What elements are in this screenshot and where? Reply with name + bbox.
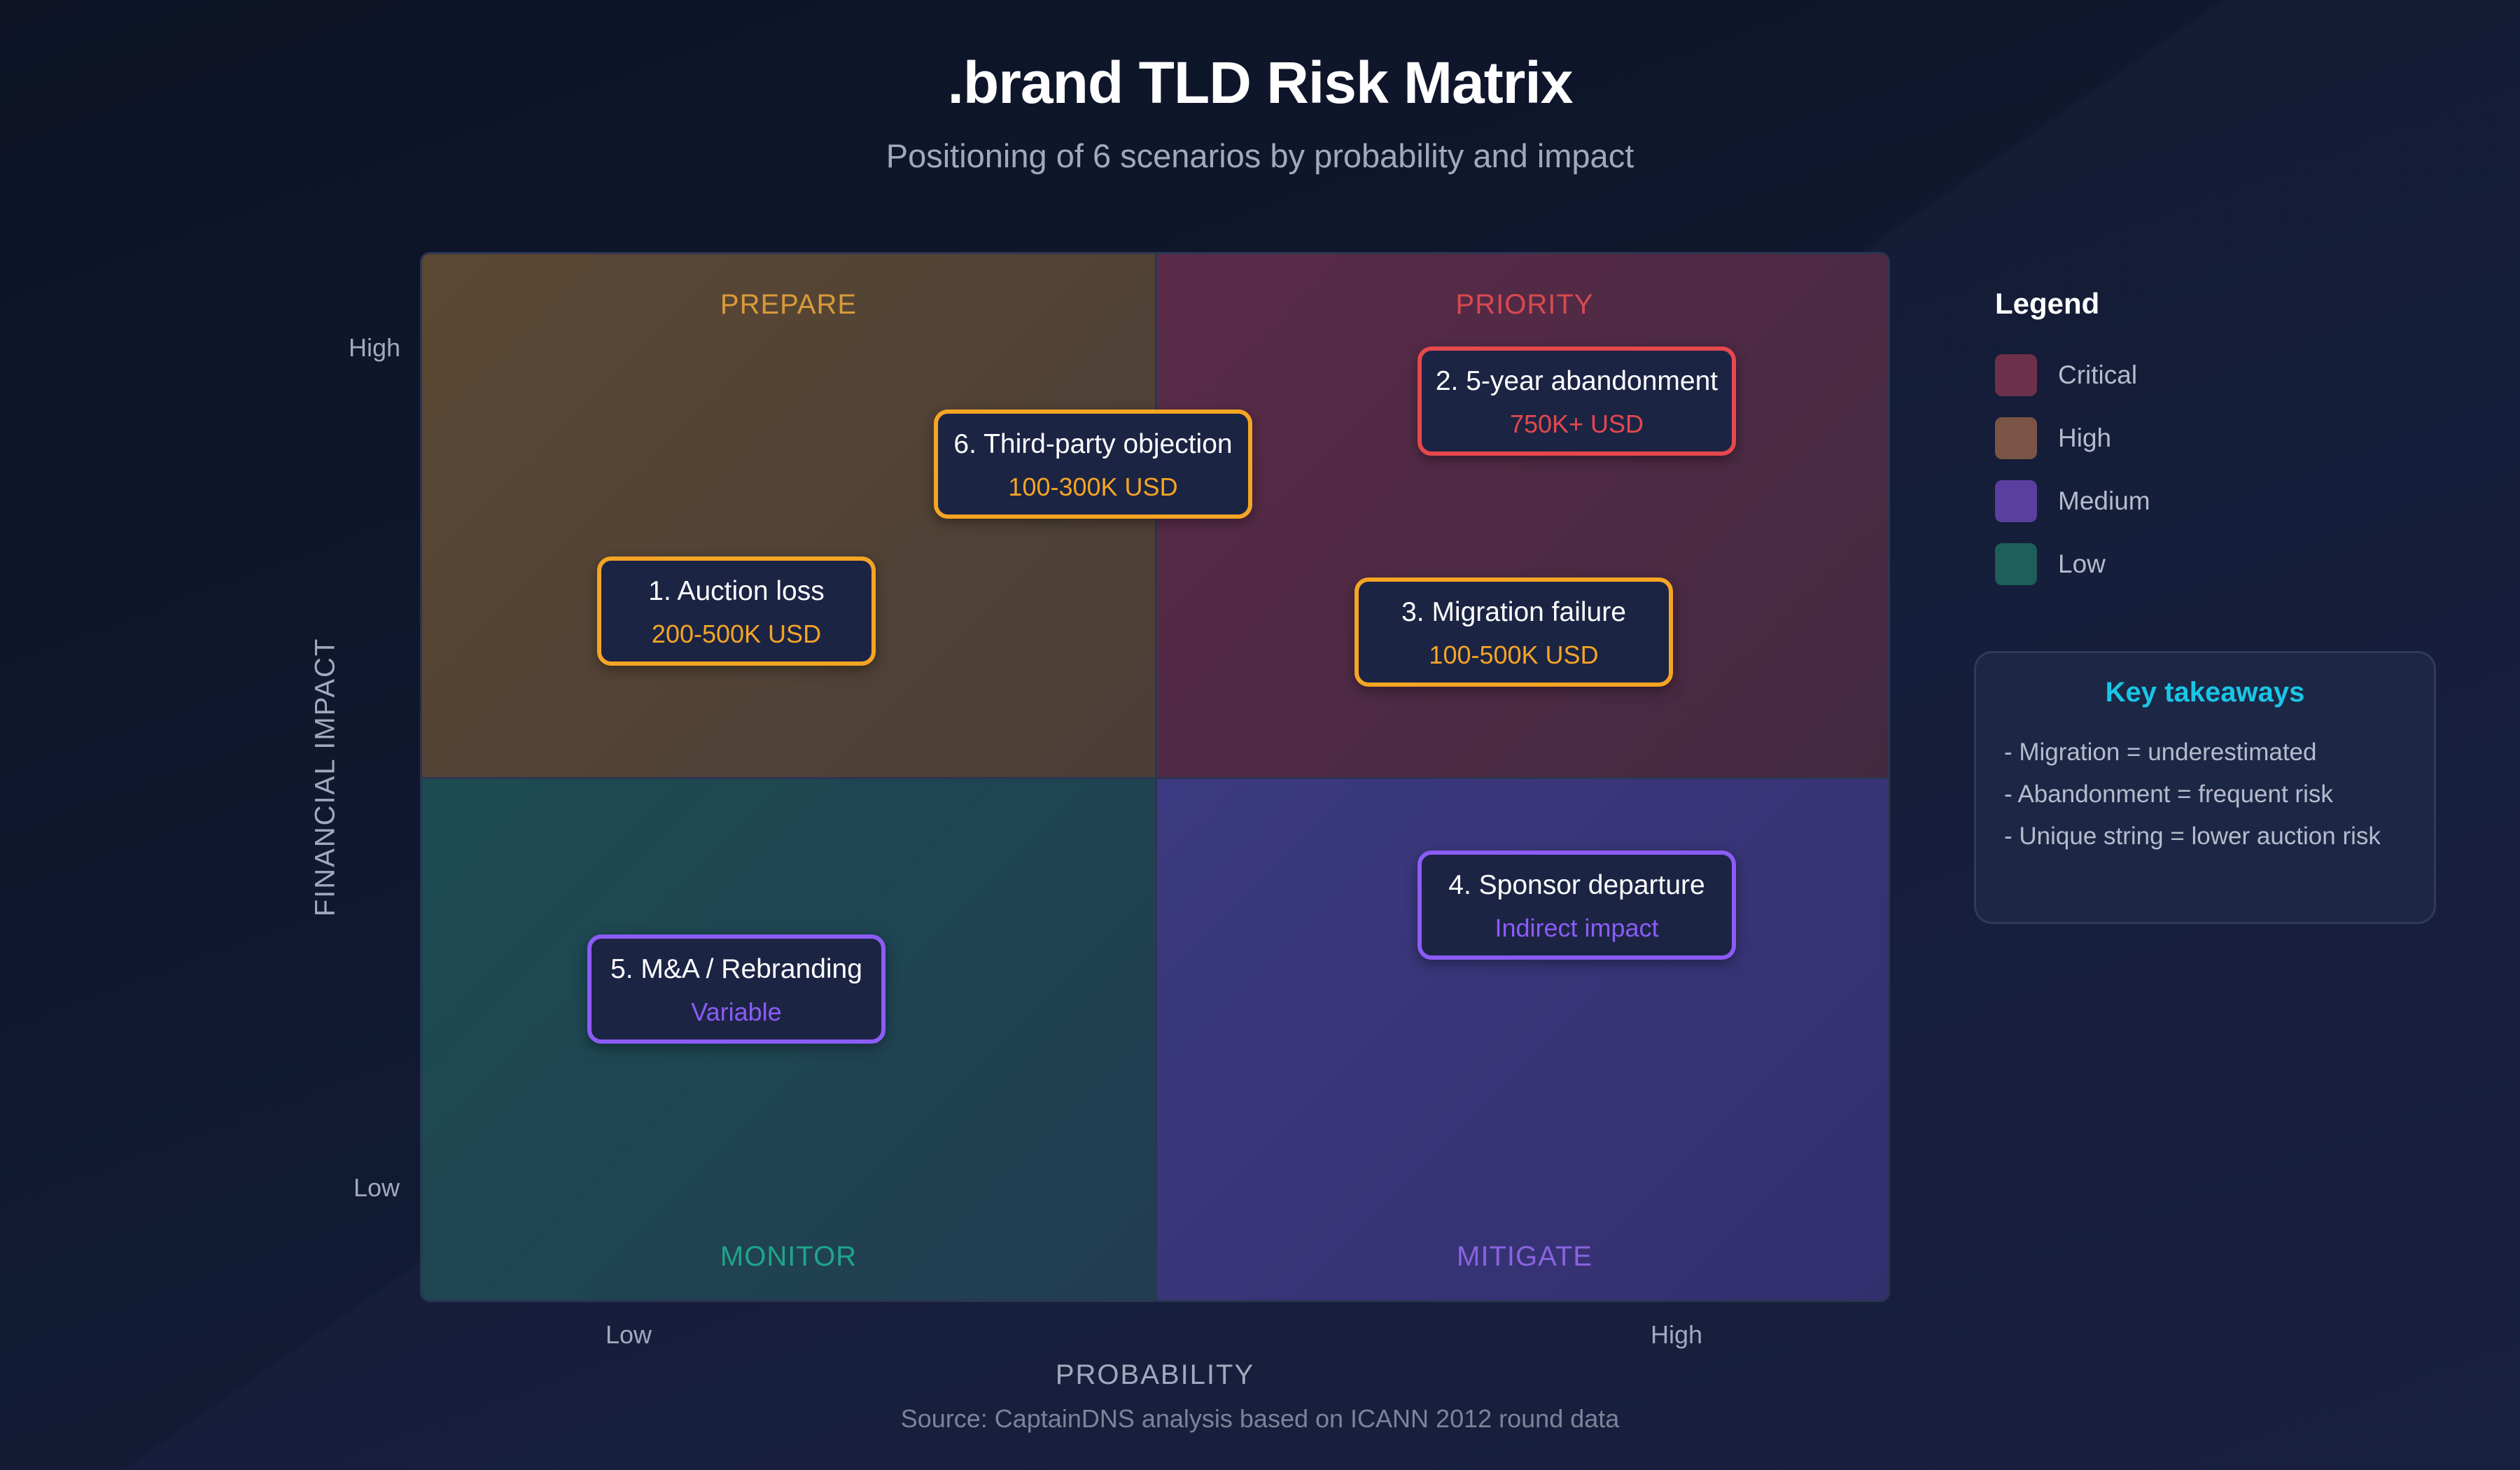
legend-label: Low	[2058, 550, 2106, 578]
quadrant-label-mitigate: MITIGATE	[1457, 1241, 1592, 1272]
takeaway-item: - Unique string = lower auction risk	[2004, 822, 2381, 850]
scenario-name: 5. M&A / Rebranding	[610, 954, 862, 984]
legend-swatch	[1995, 354, 2037, 396]
scenario-card-5-year-abandonment: 2. 5-year abandonment 750K+ USD	[1418, 346, 1736, 456]
scenario-cost: 200-500K USD	[651, 620, 822, 648]
scenario-card-auction-loss: 1. Auction loss 200-500K USD	[597, 556, 876, 666]
scenario-name: 6. Third-party objection	[953, 429, 1233, 459]
takeaway-item: - Migration = underestimated	[2004, 738, 2317, 766]
scenario-card-third-party-objection: 6. Third-party objection 100-300K USD	[934, 410, 1252, 519]
scenario-name: 3. Migration failure	[1401, 597, 1626, 627]
scenario-card-sponsor-departure: 4. Sponsor departure Indirect impact	[1418, 850, 1736, 960]
legend-item-high: High	[1995, 417, 2150, 459]
legend-item-low: Low	[1995, 543, 2150, 585]
legend-swatch	[1995, 480, 2037, 522]
x-axis-tick-high: High	[1651, 1320, 1703, 1349]
legend-item-critical: Critical	[1995, 354, 2150, 396]
legend-label: Medium	[2058, 486, 2150, 515]
legend-label: Critical	[2058, 360, 2138, 389]
x-axis-tick-low: Low	[606, 1320, 652, 1349]
legend: Legend Critical High Medium Low	[1995, 287, 2150, 606]
legend-item-medium: Medium	[1995, 480, 2150, 522]
scenario-cost: Variable	[691, 997, 782, 1026]
quadrant-priority: PRIORITY	[1157, 254, 1888, 779]
quadrant-label-monitor: MONITOR	[720, 1241, 858, 1272]
scenario-card-ma-rebranding: 5. M&A / Rebranding Variable	[587, 934, 886, 1044]
key-takeaways-title: Key takeaways	[2105, 677, 2305, 708]
y-axis-tick-low: Low	[354, 1173, 400, 1202]
y-axis-tick-high: High	[349, 333, 401, 362]
legend-swatch	[1995, 543, 2037, 585]
page-subtitle: Positioning of 6 scenarios by probabilit…	[886, 137, 1634, 174]
takeaway-item: - Abandonment = frequent risk	[2004, 780, 2333, 808]
y-axis-title: FINANCIAL IMPACT	[309, 637, 341, 917]
page-title: .brand TLD Risk Matrix	[947, 50, 1574, 115]
scenario-card-migration-failure: 3. Migration failure 100-500K USD	[1354, 578, 1673, 687]
scenario-cost: 100-500K USD	[1429, 640, 1599, 669]
scenario-cost: 100-300K USD	[1008, 472, 1178, 501]
quadrant-label-prepare: PREPARE	[720, 289, 858, 320]
key-takeaways-panel: Key takeaways - Migration = underestimat…	[1974, 651, 2436, 924]
scenario-cost: Indirect impact	[1494, 913, 1659, 942]
source-note: Source: CaptainDNS analysis based on ICA…	[900, 1404, 1620, 1433]
legend-label: High	[2058, 424, 2112, 452]
scenario-name: 4. Sponsor departure	[1448, 870, 1705, 900]
x-axis-title: PROBABILITY	[1055, 1359, 1255, 1390]
scenario-name: 2. 5-year abandonment	[1435, 366, 1718, 396]
legend-swatch	[1995, 417, 2037, 459]
legend-title: Legend	[1995, 287, 2100, 320]
scenario-cost: 750K+ USD	[1509, 410, 1644, 438]
quadrant-label-priority: PRIORITY	[1455, 289, 1594, 320]
risk-matrix: PREPARE PRIORITY MONITOR MITIGATE 1. Auc…	[420, 252, 1890, 1302]
scenario-name: 1. Auction loss	[648, 576, 825, 606]
